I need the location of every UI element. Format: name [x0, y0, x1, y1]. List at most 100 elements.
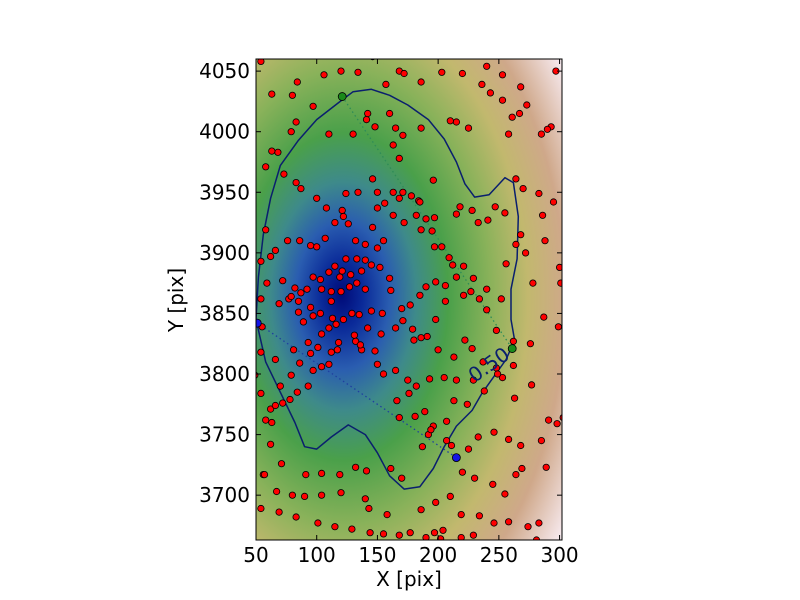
data-point [459, 262, 468, 270]
data-point [361, 256, 369, 264]
data-point [464, 124, 473, 132]
data-point [535, 519, 543, 527]
data-point [446, 492, 454, 500]
data-point [469, 531, 477, 539]
data-point [464, 445, 473, 453]
data-point [361, 240, 369, 248]
data-point [361, 495, 369, 503]
data-point [368, 223, 377, 231]
data-point [428, 227, 436, 235]
blue-marker [451, 453, 461, 463]
data-point [378, 309, 386, 317]
data-point [383, 510, 391, 519]
x-tick-label: 150 [358, 543, 396, 567]
data-point [501, 490, 509, 498]
data-point [400, 219, 408, 227]
data-point [408, 325, 417, 333]
x-axis-label: X [pix] [376, 567, 442, 591]
data-point [303, 285, 311, 293]
plot-layer: 0.50 [256, 59, 562, 540]
data-point [515, 109, 524, 118]
data-point [262, 226, 270, 234]
data-point [373, 244, 381, 252]
data-point [518, 464, 526, 473]
data-point [263, 279, 271, 287]
data-point [257, 59, 265, 65]
data-point [425, 375, 434, 383]
data-point [440, 373, 448, 382]
data-point [271, 246, 279, 254]
data-point [325, 268, 333, 276]
data-point [474, 219, 482, 227]
data-point [297, 289, 305, 297]
data-point [304, 338, 312, 347]
data-point [266, 252, 275, 261]
data-point [399, 131, 407, 139]
data-point [508, 113, 516, 121]
data-point [354, 68, 362, 76]
data-point [353, 255, 361, 263]
data-point [480, 387, 488, 395]
data-point [468, 344, 476, 353]
data-point [483, 285, 491, 293]
data-point [490, 428, 498, 436]
data-point [467, 287, 475, 296]
data-point [439, 526, 447, 534]
data-point [336, 273, 344, 281]
data-point [452, 118, 460, 126]
data-point [351, 463, 360, 471]
data-point [268, 90, 276, 98]
data-point [309, 312, 317, 320]
data-point [398, 474, 406, 482]
data-point [277, 460, 286, 468]
data-point [523, 101, 531, 109]
data-point [461, 336, 469, 344]
data-point [395, 531, 403, 539]
data-point [434, 346, 442, 354]
data-point [491, 203, 499, 211]
data-point [342, 189, 350, 198]
data-point [391, 324, 400, 332]
data-point [456, 203, 464, 211]
data-point [288, 91, 296, 99]
data-point [541, 237, 549, 245]
data-point [417, 226, 425, 234]
data-point [268, 147, 276, 155]
data-point [422, 215, 430, 223]
data-point [368, 175, 377, 183]
data-point [332, 320, 340, 328]
data-point [302, 470, 310, 479]
data-point [286, 395, 294, 404]
data-point [349, 130, 357, 138]
density-background [256, 59, 562, 540]
data-point [316, 275, 324, 284]
data-point [279, 399, 287, 407]
data-point [432, 315, 440, 324]
data-point [412, 382, 420, 390]
y-tick-label: 3800 [199, 362, 250, 386]
data-point [338, 206, 346, 214]
data-point [542, 463, 550, 471]
data-point [348, 309, 356, 317]
green-marker [337, 92, 347, 101]
data-point [272, 487, 281, 496]
data-point [321, 234, 329, 242]
data-point [297, 185, 305, 193]
data-point [275, 300, 283, 308]
data-point [296, 237, 304, 245]
data-point [355, 310, 363, 319]
data-point [540, 313, 548, 321]
data-point [429, 176, 437, 184]
y-tick-label: 3850 [199, 301, 250, 325]
data-point [347, 271, 355, 279]
data-point [430, 529, 439, 537]
data-point [293, 78, 301, 86]
y-axis: 3700 3750 3800 3850 3900 3950 4000 4050 [199, 59, 562, 507]
data-point [417, 506, 425, 514]
data-point [364, 109, 372, 118]
data-point [406, 529, 414, 537]
data-point [364, 324, 372, 332]
data-point [498, 373, 507, 382]
data-point [557, 279, 562, 287]
data-point [271, 355, 279, 364]
